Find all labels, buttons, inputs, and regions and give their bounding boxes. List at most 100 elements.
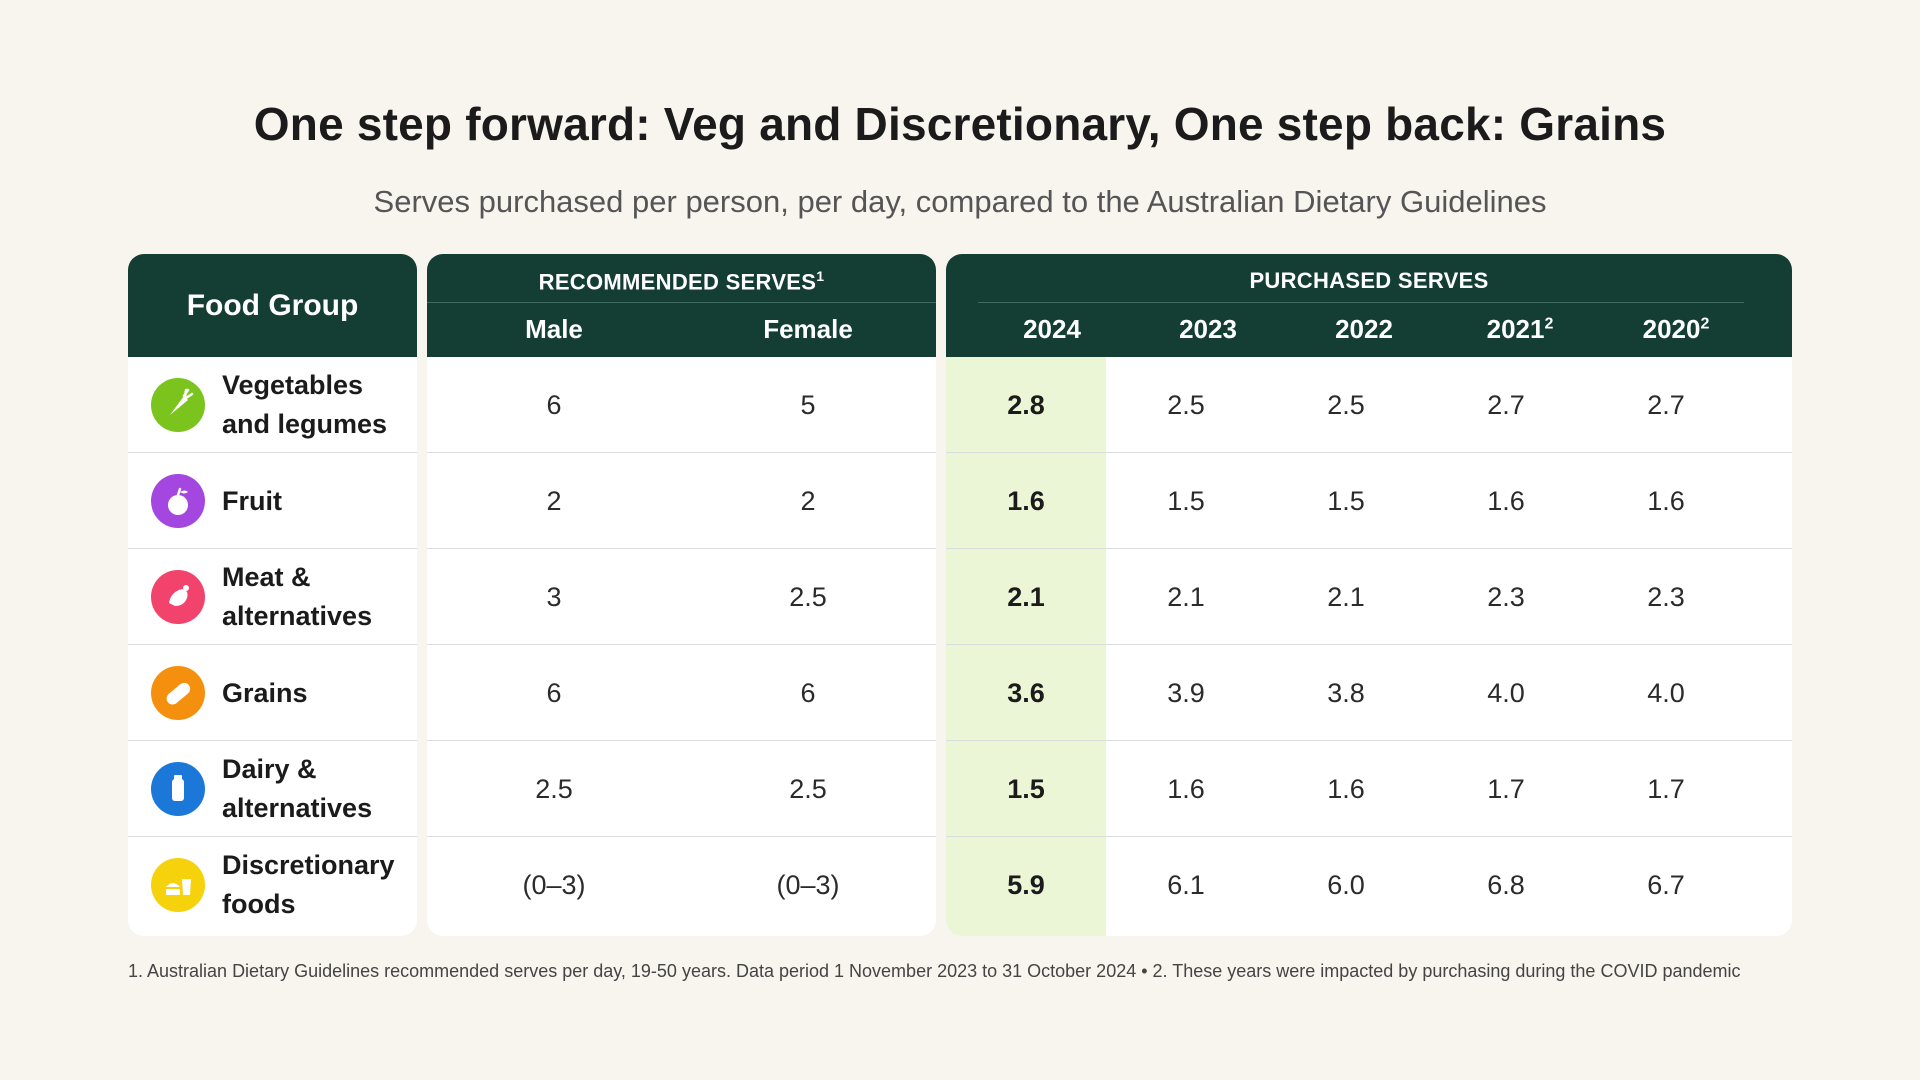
purchased-cell-2021: 2.3 — [1487, 582, 1525, 612]
recommended-panel: RECOMMENDED SERVES1 Male Female 6 5 2 2 3 2.5… — [427, 254, 936, 936]
food-group-name: Meat & alternatives — [222, 562, 373, 631]
table-row: Grains — [128, 645, 417, 741]
male-recommended-cell: 6 — [546, 390, 562, 420]
male-recommended-cell: 2.5 — [535, 774, 573, 804]
purchased-cell-2020: 6.7 — [1647, 870, 1685, 900]
female-recommended-cell: 5 — [800, 390, 816, 420]
year-footnote-mark: 2 — [1544, 315, 1554, 333]
recommended-header: RECOMMENDED SERVES1 Male Female — [427, 254, 936, 357]
table-row: 3.6 3.9 3.8 4.0 4.0 — [946, 645, 1792, 741]
table-row: 2.1 2.1 2.1 2.3 2.3 — [946, 549, 1792, 645]
purchased-cell-2022: 2.1 — [1327, 582, 1365, 612]
purchased-cell-2022: 1.6 — [1327, 774, 1365, 804]
food-group-name: Fruit — [222, 485, 282, 516]
male-recommended-cell: (0–3) — [522, 870, 586, 900]
purchased-header-divider — [978, 302, 1744, 303]
table-row: 1.5 1.6 1.6 1.7 1.7 — [946, 741, 1792, 837]
male-column-header: Male — [525, 314, 583, 344]
purchased-cell-2024: 5.9 — [1007, 870, 1045, 900]
table-row: (0–3) (0–3) — [427, 837, 936, 933]
year-footnote-mark: 2 — [1700, 315, 1710, 333]
purchased-cell-2020: 1.7 — [1647, 774, 1685, 804]
year-label: 2022 — [1335, 314, 1393, 344]
purchased-cell-2022: 2.5 — [1327, 390, 1365, 420]
purchased-cell-2021: 1.7 — [1487, 774, 1525, 804]
year-column-header-2020: 20202 — [1596, 311, 1756, 347]
purchased-cell-2020: 4.0 — [1647, 678, 1685, 708]
table-row: 2.8 2.5 2.5 2.7 2.7 — [946, 357, 1792, 453]
table-row: Discretionary foods — [128, 837, 417, 933]
female-recommended-cell: 6 — [800, 678, 816, 708]
female-recommended-cell: 2.5 — [789, 774, 827, 804]
purchased-cell-2023: 2.1 — [1167, 582, 1205, 612]
food-group-name: Dairy & alternatives — [222, 754, 373, 823]
purchased-rows: 2.8 2.5 2.5 2.7 2.7 1.6 1.5 1.5 1.6 1.6 2.1 2.1 2.1 2… — [946, 357, 1792, 936]
purchased-cell-2021: 4.0 — [1487, 678, 1525, 708]
purchased-cell-2022: 1.5 — [1327, 486, 1365, 516]
female-column-header: Female — [763, 314, 853, 344]
recommended-header-divider — [427, 302, 936, 303]
table-row: 5.9 6.1 6.0 6.8 6.7 — [946, 837, 1792, 933]
purchased-cell-2023: 2.5 — [1167, 390, 1205, 420]
recommended-header-label: RECOMMENDED SERVES1 — [538, 268, 825, 295]
recommended-footnote-mark: 1 — [816, 268, 825, 284]
purchased-panel: PURCHASED SERVES 2024 2023 2022 20212 20202 … — [946, 254, 1792, 936]
purchased-header: PURCHASED SERVES 2024 2023 2022 20212 20202 — [946, 254, 1792, 357]
table-row: Meat & alternatives — [128, 549, 417, 645]
table-row: 3 2.5 — [427, 549, 936, 645]
male-recommended-cell: 3 — [546, 582, 562, 612]
food-group-panel: Food Group Vegetables and legumes Fruit Me… — [128, 254, 417, 936]
footnote: 1. Australian Dietary Guidelines recomme… — [128, 961, 1741, 981]
purchased-cell-2024: 2.8 — [1007, 390, 1045, 420]
purchased-cell-2020: 2.7 — [1647, 390, 1685, 420]
year-label: 2023 — [1179, 314, 1237, 344]
food-group-header: Food Group — [128, 254, 417, 357]
page-title: One step forward: Veg and Discretionary,… — [253, 98, 1667, 150]
table-row: 2.5 2.5 — [427, 741, 936, 837]
female-recommended-cell: (0–3) — [776, 870, 840, 900]
table-row: Fruit — [128, 453, 417, 549]
food-group-name: Grains — [222, 677, 308, 708]
purchased-cell-2021: 2.7 — [1487, 390, 1525, 420]
burger-fries-icon — [151, 858, 205, 912]
bread-icon — [151, 666, 205, 720]
purchased-cell-2023: 1.5 — [1167, 486, 1205, 516]
food-group-name: Discretionary foods — [222, 850, 395, 919]
year-column-header-2022: 2022 — [1284, 311, 1444, 347]
year-label: 2020 — [1642, 314, 1701, 344]
food-group-header-label: Food Group — [186, 288, 359, 322]
page-subtitle: Serves purchased per person, per day, co… — [373, 184, 1547, 219]
purchased-cell-2024: 2.1 — [1007, 582, 1045, 612]
milk-bottle-icon — [151, 762, 205, 816]
food-group-rows: Vegetables and legumes Fruit Meat & altern… — [128, 357, 417, 936]
carrot-icon — [151, 378, 205, 432]
table-row: Dairy & alternatives — [128, 741, 417, 837]
purchased-cell-2021: 6.8 — [1487, 870, 1525, 900]
table-row: Vegetables and legumes — [128, 357, 417, 453]
male-recommended-cell: 6 — [546, 678, 562, 708]
purchased-cell-2022: 6.0 — [1327, 870, 1365, 900]
female-recommended-cell: 2.5 — [789, 582, 827, 612]
apple-icon — [151, 474, 205, 528]
purchased-cell-2020: 1.6 — [1647, 486, 1685, 516]
purchased-header-label: PURCHASED SERVES — [1249, 268, 1489, 293]
year-label: 2021 — [1486, 314, 1545, 344]
year-column-header-2024: 2024 — [972, 311, 1132, 347]
purchased-cell-2021: 1.6 — [1487, 486, 1525, 516]
table-row: 1.6 1.5 1.5 1.6 1.6 — [946, 453, 1792, 549]
purchased-cell-2020: 2.3 — [1647, 582, 1685, 612]
purchased-cell-2023: 6.1 — [1167, 870, 1205, 900]
purchased-cell-2024: 1.6 — [1007, 486, 1045, 516]
purchased-cell-2022: 3.8 — [1327, 678, 1365, 708]
meat-icon — [151, 570, 205, 624]
food-group-name: Vegetables and legumes — [222, 370, 388, 439]
purchased-cell-2023: 3.9 — [1167, 678, 1205, 708]
highlight-2024-column — [946, 357, 1106, 936]
purchased-cell-2024: 3.6 — [1007, 678, 1045, 708]
recommended-rows: 6 5 2 2 3 2.5 6 6 2.5 2.5 (0–3) (0–3) — [427, 357, 936, 936]
purchased-cell-2024: 1.5 — [1007, 774, 1045, 804]
female-recommended-cell: 2 — [800, 486, 816, 516]
